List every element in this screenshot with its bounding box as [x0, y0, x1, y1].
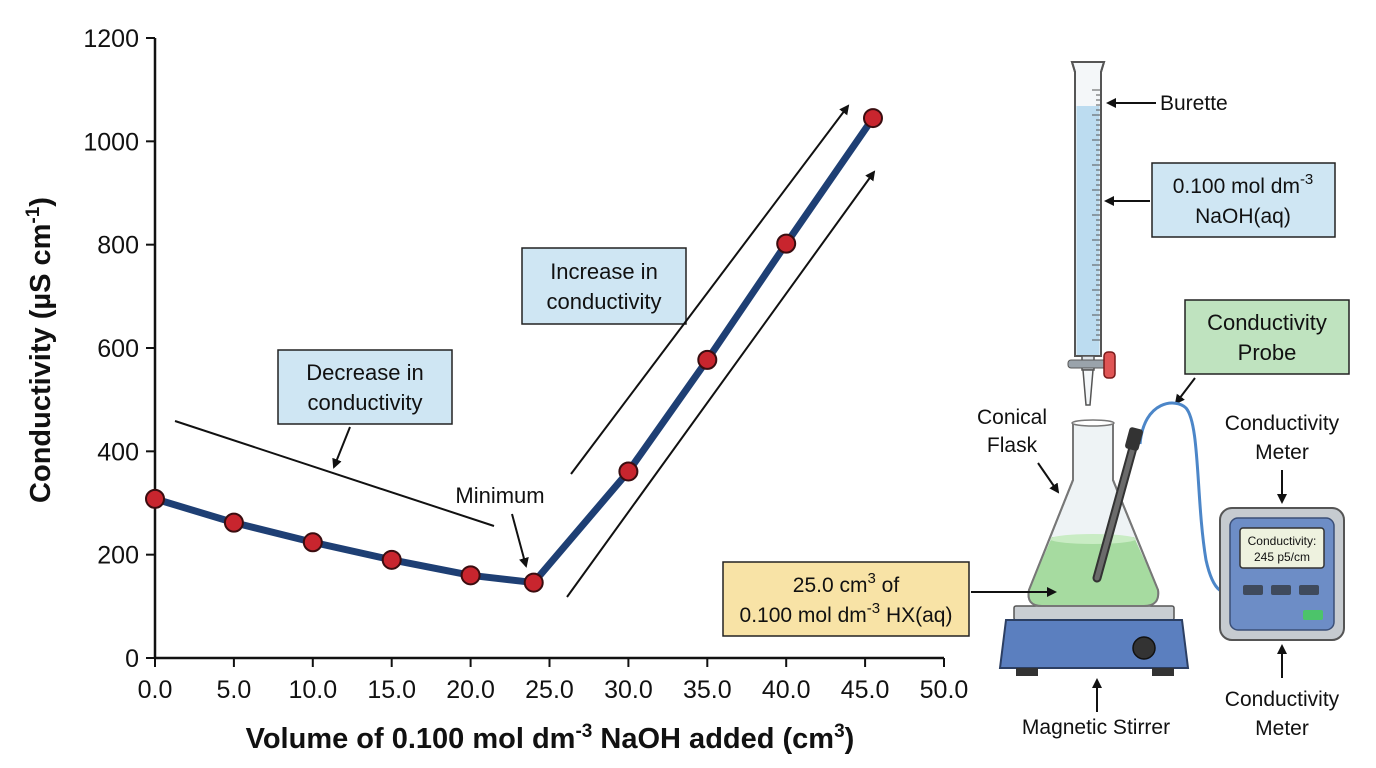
burette-label: Burette [1160, 92, 1228, 115]
increase-label-1: Increase in [550, 259, 658, 284]
conductivity-probe [1092, 401, 1232, 594]
meter-screen-line-2: 245 p5/cm [1254, 550, 1310, 564]
x-tick-label: 50.0 [920, 676, 969, 704]
flask-label-2: Flask [987, 434, 1038, 457]
meter-button-2[interactable] [1271, 585, 1291, 595]
y-tick-label: 400 [97, 438, 139, 466]
decrease-box [277, 349, 453, 425]
y-tick-label: 800 [97, 232, 139, 260]
meter-screen [1239, 527, 1325, 569]
x-axis-title: Volume of 0.100 mol dm-3 NaOH added (cm3… [246, 721, 855, 755]
decrease-arrow [332, 426, 351, 469]
flask-arrow [1037, 462, 1060, 494]
x-ticks: 0.0 5.0 10.0 15.0 20.0 25.0 30.0 35.0 40.0 45.0 50… [138, 658, 969, 704]
data-point [145, 488, 165, 509]
data-point [862, 108, 883, 129]
y-ticks: 0 200 400 600 800 1000 1200 [83, 25, 155, 673]
naoh-label-1: 0.100 mol dm-3 [1173, 171, 1314, 198]
meter-top-label-1: Conductivity [1225, 412, 1340, 435]
flask-label-1: Conical [977, 406, 1047, 429]
meter-bottom-label-2: Meter [1255, 717, 1309, 740]
data-point [223, 512, 244, 533]
conductivity-meter: Conductivity: 245 p5/cm [1219, 507, 1345, 641]
naoh-box [1151, 162, 1336, 238]
increase-arrow-upper [570, 104, 850, 475]
decrease-label-1: Decrease in [306, 360, 423, 385]
y-tick-label: 1200 [83, 25, 139, 53]
data-point [460, 565, 481, 586]
stirrer-label: Magnetic Stirrer [1022, 716, 1170, 739]
meter-button-1[interactable] [1243, 585, 1263, 595]
x-tick-label: 15.0 [367, 676, 416, 704]
increase-box [521, 247, 687, 325]
magnetic-stirrer [998, 605, 1190, 676]
meter-power-button[interactable] [1303, 610, 1323, 620]
x-tick-label: 30.0 [604, 676, 653, 704]
y-tick-label: 1000 [83, 128, 139, 156]
meter-top-label-2: Meter [1255, 441, 1309, 464]
x-tick-label: 45.0 [841, 676, 890, 704]
x-tick-label: 40.0 [762, 676, 811, 704]
y-tick-label: 600 [97, 335, 139, 363]
data-point [697, 349, 718, 370]
y-tick-label: 200 [97, 542, 139, 570]
minimum-label: Minimum [455, 483, 544, 508]
stopcock-handle [1103, 351, 1116, 379]
apparatus-diagram: Burette 0.100 mol dm-3 NaOH(aq) Conducti… [722, 61, 1350, 740]
decrease-label-2: conductivity [308, 390, 423, 415]
x-tick-label: 10.0 [288, 676, 337, 704]
flask-solution [1028, 537, 1159, 606]
probe-label-2: Probe [1238, 340, 1297, 365]
y-axis-title: Conductivity (µS cm-1) [23, 197, 57, 503]
decrease-trend-line [174, 420, 495, 527]
data-point [618, 461, 639, 482]
hx-box [722, 561, 970, 637]
hx-label-1: 25.0 cm3 of [793, 570, 900, 597]
minimum-arrow [511, 513, 529, 568]
data-point [776, 233, 797, 254]
series-layer [145, 108, 883, 593]
probe-arrow [1174, 377, 1196, 405]
meter-screen-line-1: Conductivity: [1248, 534, 1317, 548]
series-line [151, 114, 877, 587]
conical-flask [1027, 419, 1160, 607]
meter-button-3[interactable] [1299, 585, 1319, 595]
probe-label-1: Conductivity [1207, 310, 1327, 335]
data-point [302, 532, 323, 553]
x-tick-label: 35.0 [683, 676, 732, 704]
meter-bottom-label-1: Conductivity [1225, 688, 1340, 711]
naoh-label-2: NaOH(aq) [1195, 205, 1291, 228]
y-tick-label: 0 [125, 645, 139, 673]
increase-label-2: conductivity [547, 289, 662, 314]
increase-arrow-lower [566, 170, 876, 598]
hx-label-2: 0.100 mol dm-3 HX(aq) [740, 600, 953, 627]
data-point [523, 572, 544, 593]
burette [1067, 61, 1116, 406]
x-tick-label: 25.0 [525, 676, 574, 704]
x-tick-label: 5.0 [217, 676, 252, 704]
stirrer-knob [1132, 636, 1156, 660]
data-point [381, 549, 402, 570]
x-tick-label: 0.0 [138, 676, 173, 704]
x-tick-label: 20.0 [446, 676, 495, 704]
probe-box [1184, 299, 1350, 375]
